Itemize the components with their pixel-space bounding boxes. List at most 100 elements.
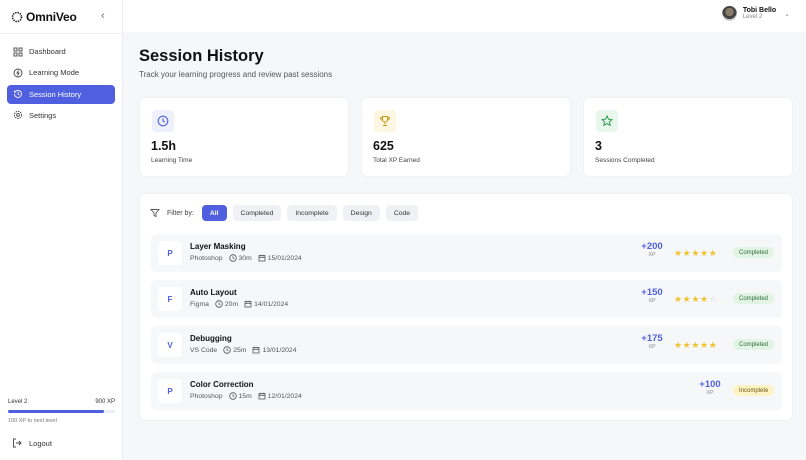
xp-value: +200 bbox=[641, 241, 663, 252]
session-xp: +175 XP bbox=[637, 333, 667, 350]
star-icon: ★ bbox=[691, 294, 701, 304]
star-icon: ★ bbox=[700, 340, 709, 350]
level-label: Level 2 bbox=[8, 399, 28, 405]
session-name: Auto Layout bbox=[190, 288, 237, 297]
session-meta: Photoshop 15m 12/01/2024 bbox=[190, 392, 302, 400]
session-tool: Photoshop bbox=[190, 254, 223, 262]
session-duration: 20m bbox=[224, 300, 239, 308]
tool-letter: P bbox=[158, 379, 182, 403]
stat-card: 625 Total XP Earned bbox=[361, 97, 571, 177]
star-icon: ☆ bbox=[708, 294, 718, 304]
filter-chip-code[interactable]: Code bbox=[385, 205, 419, 221]
sidebar: OmniVeo ‹ Dashboard Learning Mode Sessio… bbox=[0, 0, 123, 460]
stat-label: Learning Time bbox=[151, 157, 193, 164]
star-icon: ★ bbox=[674, 294, 683, 304]
stat-card: 1.5h Learning Time bbox=[139, 97, 349, 177]
collapse-sidebar-button[interactable]: ‹ bbox=[101, 10, 105, 22]
clock-icon bbox=[223, 346, 231, 354]
star-icon: ★ bbox=[674, 340, 683, 350]
session-tool: Figma bbox=[190, 300, 209, 308]
session-date: 13/01/2024 bbox=[262, 346, 297, 354]
history-icon bbox=[14, 90, 22, 98]
filter-label: Filter by: bbox=[167, 209, 194, 217]
level-progress-fill bbox=[8, 410, 105, 413]
sidebar-item-label: Settings bbox=[29, 110, 57, 120]
session-tool: Photoshop bbox=[190, 392, 223, 400]
session-duration: 30m bbox=[238, 254, 252, 262]
trophy-icon bbox=[374, 110, 396, 132]
sidebar-item-learning-mode[interactable]: Learning Mode bbox=[7, 63, 115, 82]
level-note: 100 XP to next level bbox=[8, 418, 57, 424]
xp-value: +100 bbox=[699, 379, 721, 390]
stat-value: 3 bbox=[595, 139, 602, 153]
star-icon: ★ bbox=[674, 248, 683, 258]
star-icon: ★ bbox=[682, 294, 692, 304]
stat-card: 3 Sessions Completed bbox=[583, 97, 793, 177]
stat-value: 1.5h bbox=[151, 139, 177, 153]
bolt-icon bbox=[13, 68, 23, 78]
session-xp: +100 XP bbox=[695, 379, 725, 396]
session-duration: 15m bbox=[238, 392, 252, 400]
session-meta: Figma 20m 14/01/2024 bbox=[190, 300, 288, 308]
page-subtitle: Track your learning progress and review … bbox=[139, 70, 333, 79]
app-name: OmniVeo bbox=[26, 10, 77, 24]
session-date: 15/01/2024 bbox=[267, 254, 302, 262]
filter-bar: Filter by: All Completed Incomplete Design C… bbox=[150, 205, 419, 221]
filter-chip-completed[interactable]: Completed bbox=[232, 205, 282, 221]
xp-value: +175 bbox=[641, 333, 663, 344]
filter-chip-design[interactable]: Design bbox=[342, 205, 380, 221]
avatar bbox=[721, 6, 737, 21]
clock-icon bbox=[215, 300, 223, 308]
sidebar-item-dashboard[interactable]: Dashboard bbox=[7, 42, 115, 61]
tool-letter: V bbox=[158, 333, 182, 357]
calendar-icon bbox=[258, 254, 266, 262]
logout-icon bbox=[13, 438, 22, 448]
tool-letter: F bbox=[158, 287, 182, 311]
level-progress-bar bbox=[8, 410, 115, 413]
clock-icon bbox=[228, 392, 237, 400]
filter-chip-incomplete[interactable]: Incomplete bbox=[287, 205, 337, 221]
chevron-down-icon: ⌄ bbox=[784, 10, 790, 18]
xp-unit: XP bbox=[648, 252, 656, 258]
filter-chip-all[interactable]: All bbox=[201, 205, 227, 221]
session-name: Debugging bbox=[190, 334, 232, 343]
sidebar-item-label: Dashboard bbox=[29, 47, 66, 56]
session-row[interactable]: V Debugging VS Code 25m 13/01/2024 +175 XP … bbox=[151, 326, 782, 364]
stat-label: Total XP Earned bbox=[373, 157, 420, 164]
user-menu[interactable]: Tobi Bello Level 2 ⌄ bbox=[721, 6, 790, 21]
session-row[interactable]: P Color Correction Photoshop 15m 12/01/202… bbox=[151, 372, 782, 410]
session-name: Layer Masking bbox=[190, 242, 246, 251]
session-xp: +150 XP bbox=[637, 287, 667, 304]
clock-icon bbox=[152, 110, 174, 132]
star-icon: ★ bbox=[708, 340, 718, 350]
status-badge: Incomplete bbox=[733, 385, 775, 396]
star-icon bbox=[596, 110, 618, 132]
user-level: Level 2 bbox=[742, 14, 763, 20]
xp-unit: XP bbox=[648, 344, 656, 350]
session-row[interactable]: F Auto Layout Figma 20m 14/01/2024 +150 XP … bbox=[151, 280, 782, 318]
session-date: 12/01/2024 bbox=[267, 392, 302, 400]
session-tool: VS Code bbox=[190, 346, 218, 354]
star-icon: ★ bbox=[700, 294, 709, 304]
sidebar-item-session-history[interactable]: Session History bbox=[7, 84, 115, 104]
sidebar-item-label: Session History bbox=[29, 89, 82, 99]
sidebar-item-label: Learning Mode bbox=[29, 68, 80, 78]
level-xp: 900 XP bbox=[95, 399, 115, 405]
filter-icon bbox=[150, 209, 160, 218]
session-meta: VS Code 25m 13/01/2024 bbox=[190, 346, 296, 354]
logo: OmniVeo bbox=[11, 10, 77, 24]
session-duration: 25m bbox=[233, 346, 247, 354]
rating-stars: ★★★★☆ bbox=[674, 294, 717, 305]
star-icon: ★ bbox=[708, 248, 718, 258]
xp-unit: XP bbox=[648, 298, 656, 304]
clock-icon bbox=[228, 254, 237, 262]
stat-value: 625 bbox=[373, 139, 394, 153]
sidebar-item-settings[interactable]: Settings bbox=[7, 106, 115, 125]
session-row[interactable]: P Layer Masking Photoshop 30m 15/01/2024 +… bbox=[151, 234, 782, 272]
session-meta: Photoshop 30m 15/01/2024 bbox=[190, 254, 302, 262]
logout-button[interactable]: Logout bbox=[12, 438, 52, 448]
session-date: 14/01/2024 bbox=[254, 300, 289, 308]
xp-unit: XP bbox=[706, 390, 714, 396]
star-icon: ★ bbox=[691, 248, 701, 258]
logo-icon bbox=[11, 11, 23, 23]
